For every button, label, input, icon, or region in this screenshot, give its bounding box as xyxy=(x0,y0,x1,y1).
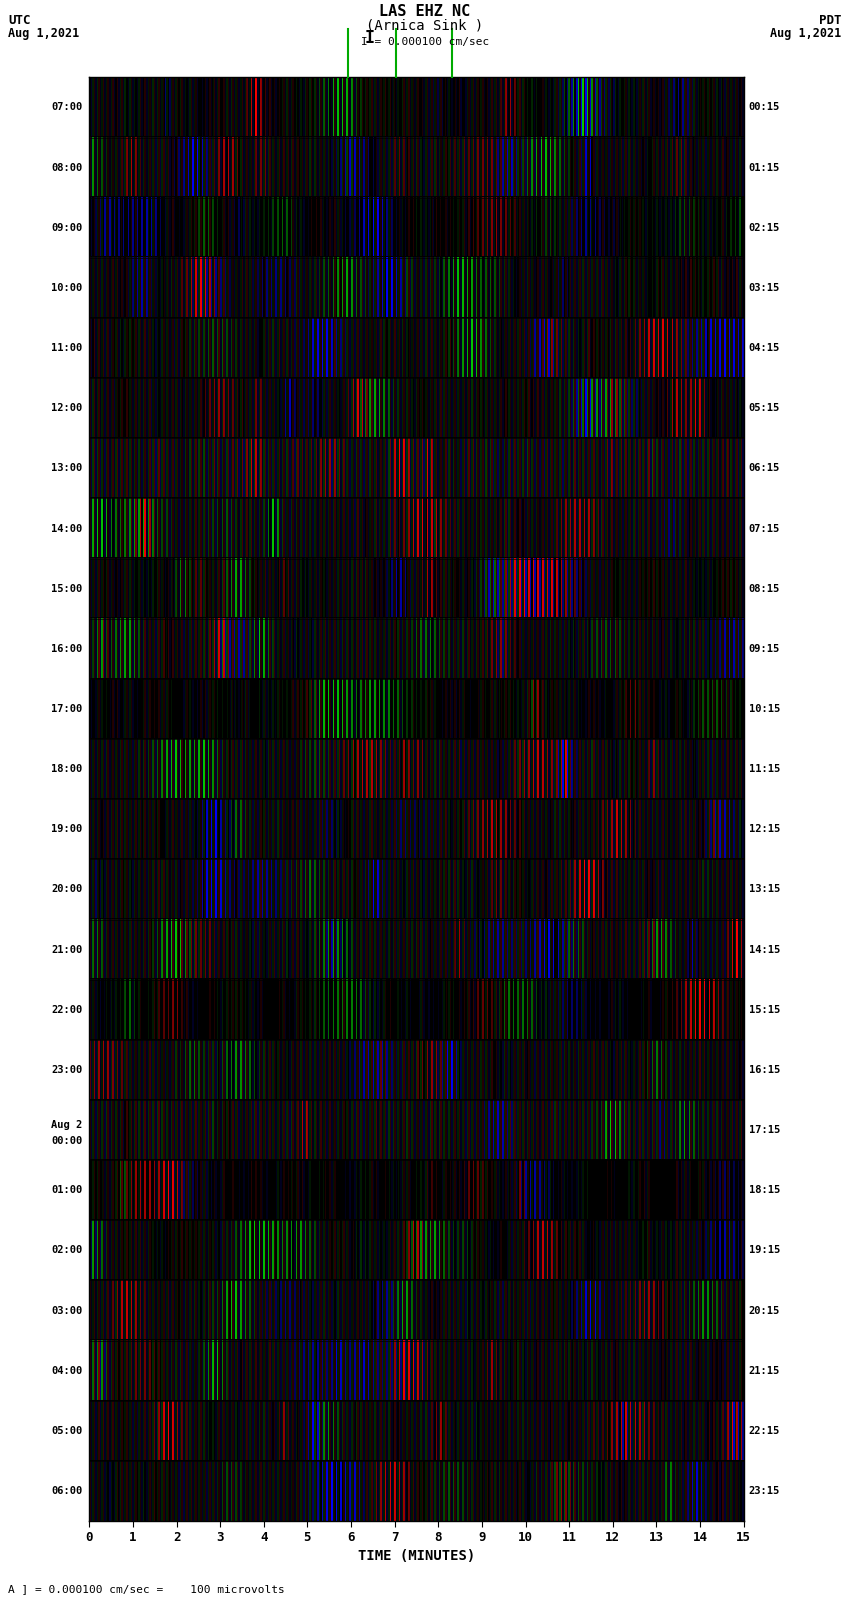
Text: 01:00: 01:00 xyxy=(51,1186,82,1195)
Text: I = 0.000100 cm/sec: I = 0.000100 cm/sec xyxy=(361,37,489,47)
Text: 13:00: 13:00 xyxy=(51,463,82,473)
Text: 13:15: 13:15 xyxy=(749,884,780,895)
Text: LAS EHZ NC: LAS EHZ NC xyxy=(379,5,471,19)
Text: 00:15: 00:15 xyxy=(749,103,780,113)
Text: 08:00: 08:00 xyxy=(51,163,82,173)
Text: 17:15: 17:15 xyxy=(749,1126,780,1136)
Text: 04:00: 04:00 xyxy=(51,1366,82,1376)
Text: 00:00: 00:00 xyxy=(51,1137,82,1147)
Text: 08:15: 08:15 xyxy=(749,584,780,594)
Text: 02:00: 02:00 xyxy=(51,1245,82,1255)
Text: 02:15: 02:15 xyxy=(749,223,780,232)
Text: 07:15: 07:15 xyxy=(749,524,780,534)
Text: 23:00: 23:00 xyxy=(51,1065,82,1074)
Text: 11:00: 11:00 xyxy=(51,344,82,353)
Text: 16:00: 16:00 xyxy=(51,644,82,653)
Text: I: I xyxy=(365,29,375,47)
Text: 15:00: 15:00 xyxy=(51,584,82,594)
Text: 22:15: 22:15 xyxy=(749,1426,780,1436)
Text: 10:15: 10:15 xyxy=(749,703,780,715)
Text: 05:00: 05:00 xyxy=(51,1426,82,1436)
Text: 01:15: 01:15 xyxy=(749,163,780,173)
Text: A ] = 0.000100 cm/sec =    100 microvolts: A ] = 0.000100 cm/sec = 100 microvolts xyxy=(8,1584,286,1594)
Text: 04:15: 04:15 xyxy=(749,344,780,353)
Text: Aug 1,2021: Aug 1,2021 xyxy=(8,27,80,40)
Text: 03:15: 03:15 xyxy=(749,282,780,294)
Text: 03:00: 03:00 xyxy=(51,1305,82,1316)
Text: Aug 1,2021: Aug 1,2021 xyxy=(770,27,842,40)
Text: PDT: PDT xyxy=(819,15,842,27)
Text: 14:00: 14:00 xyxy=(51,524,82,534)
Text: 18:15: 18:15 xyxy=(749,1186,780,1195)
Text: (Arnica Sink ): (Arnica Sink ) xyxy=(366,18,484,32)
Text: 12:15: 12:15 xyxy=(749,824,780,834)
Text: 19:00: 19:00 xyxy=(51,824,82,834)
Text: 21:00: 21:00 xyxy=(51,945,82,955)
Text: 20:15: 20:15 xyxy=(749,1305,780,1316)
X-axis label: TIME (MINUTES): TIME (MINUTES) xyxy=(358,1548,475,1563)
Text: 07:00: 07:00 xyxy=(51,103,82,113)
Text: 19:15: 19:15 xyxy=(749,1245,780,1255)
Text: 15:15: 15:15 xyxy=(749,1005,780,1015)
Text: 06:15: 06:15 xyxy=(749,463,780,473)
Text: 11:15: 11:15 xyxy=(749,765,780,774)
Text: 21:15: 21:15 xyxy=(749,1366,780,1376)
Text: 10:00: 10:00 xyxy=(51,282,82,294)
Text: 14:15: 14:15 xyxy=(749,945,780,955)
Text: UTC: UTC xyxy=(8,15,31,27)
Text: 20:00: 20:00 xyxy=(51,884,82,895)
Text: 16:15: 16:15 xyxy=(749,1065,780,1074)
Text: 23:15: 23:15 xyxy=(749,1486,780,1495)
Text: 06:00: 06:00 xyxy=(51,1486,82,1495)
Text: Aug 2: Aug 2 xyxy=(51,1121,82,1131)
Text: 17:00: 17:00 xyxy=(51,703,82,715)
Text: 22:00: 22:00 xyxy=(51,1005,82,1015)
Text: 09:15: 09:15 xyxy=(749,644,780,653)
Text: 05:15: 05:15 xyxy=(749,403,780,413)
Text: 18:00: 18:00 xyxy=(51,765,82,774)
Text: 09:00: 09:00 xyxy=(51,223,82,232)
Text: 12:00: 12:00 xyxy=(51,403,82,413)
